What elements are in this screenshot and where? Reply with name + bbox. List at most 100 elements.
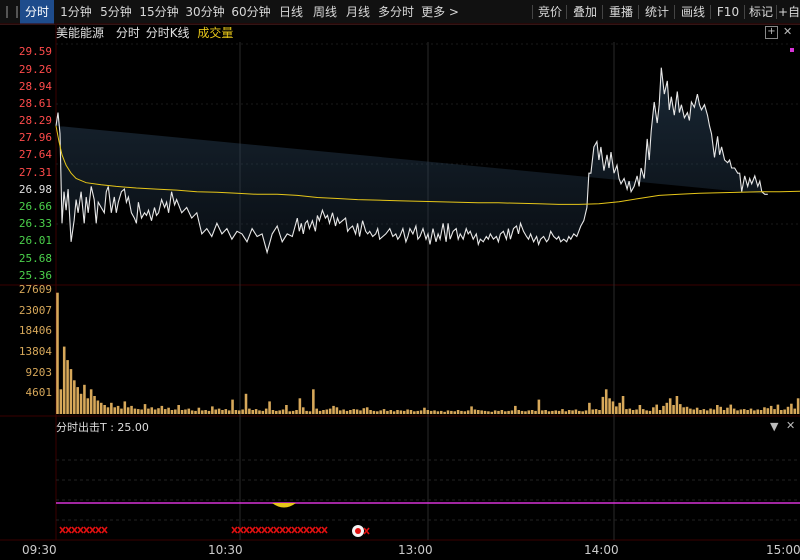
volume-bar — [604, 389, 608, 414]
tool-tab-3[interactable]: 统计 — [644, 5, 669, 19]
close-icon[interactable]: ✕ — [783, 25, 793, 38]
volume-bar — [359, 410, 362, 414]
volume-bar — [96, 400, 100, 414]
volume-bar — [409, 410, 413, 414]
tool-tab-0[interactable]: 竞价 — [537, 5, 562, 19]
tool-tab-7[interactable]: +自 — [778, 5, 800, 19]
menu-handle-icon[interactable] — [0, 0, 20, 24]
indicator-dropdown-icon[interactable]: ▼ — [770, 420, 779, 433]
signal-cross-mark — [297, 526, 304, 534]
volume-bar — [352, 409, 356, 414]
signal-cross-mark — [309, 526, 316, 534]
volume-bar — [544, 410, 547, 414]
indicator-close-icon[interactable]: ✕ — [786, 419, 796, 432]
volume-bar — [668, 398, 672, 414]
tool-tab-2[interactable]: 重播 — [608, 5, 633, 19]
price-tick-label: 28.94 — [18, 79, 52, 93]
volume-bar — [477, 410, 480, 414]
tool-tab-1[interactable]: 叠加 — [572, 5, 597, 19]
period-tab-7[interactable]: 周线 — [312, 5, 337, 19]
volume-bar — [547, 411, 551, 414]
volume-bar — [177, 405, 180, 414]
kline-label[interactable]: 分时K线 — [145, 26, 190, 40]
volume-bar — [379, 410, 382, 414]
volume-bar — [322, 410, 325, 414]
price-tick-label: 25.36 — [18, 268, 52, 282]
volume-bar — [332, 405, 335, 414]
zoom-in-icon[interactable]: + — [765, 26, 778, 39]
volume-bar — [62, 346, 66, 414]
volume-bar — [386, 410, 389, 414]
period-tab-8[interactable]: 月线 — [345, 5, 370, 19]
period-tab-1[interactable]: 1分钟 — [60, 5, 92, 19]
tool-tab-4[interactable]: 画线 — [680, 5, 705, 19]
volume-bar — [510, 410, 514, 414]
volume-bar — [790, 403, 793, 414]
period-tab-3[interactable]: 15分钟 — [139, 5, 179, 19]
volume-bars — [56, 292, 800, 414]
toolbar-separator — [638, 5, 639, 19]
volume-bar — [648, 410, 652, 414]
volume-bar — [692, 409, 696, 414]
period-tab-0[interactable]: 分时 — [20, 0, 54, 24]
mode-label[interactable]: 分时 — [115, 26, 140, 40]
volume-bar — [130, 405, 133, 414]
signal-cross-mark — [261, 526, 268, 534]
volume-bar — [160, 405, 164, 414]
period-tab-10[interactable]: 更多 > — [421, 5, 459, 19]
signal-cross-mark — [315, 526, 322, 534]
period-tab-6[interactable]: 日线 — [278, 5, 303, 19]
indicator-yellow-bump — [272, 503, 296, 508]
period-tab-2[interactable]: 5分钟 — [100, 5, 132, 19]
toolbar-separator — [532, 5, 533, 19]
volume-bar — [275, 410, 278, 414]
volume-bar — [163, 409, 167, 414]
volume-bar — [248, 408, 251, 414]
volume-bar — [699, 410, 702, 414]
volume-bar — [69, 369, 73, 414]
volume-bar — [103, 405, 106, 414]
volume-bar — [66, 360, 69, 414]
volume-bar — [786, 406, 790, 414]
volume-bar — [628, 408, 632, 414]
volume-bar — [251, 410, 255, 414]
volume-label[interactable]: 成交量 — [197, 26, 234, 40]
toolbar-separator — [602, 5, 603, 19]
period-tab-5[interactable]: 60分钟 — [231, 5, 271, 19]
volume-bar — [601, 396, 605, 414]
signal-cross-mark — [291, 526, 298, 534]
volume-bar — [712, 409, 716, 414]
signal-cross-mark — [89, 526, 96, 534]
volume-bar — [365, 407, 369, 414]
price-tick-label: 26.98 — [18, 183, 52, 197]
average-price-line — [55, 125, 800, 205]
volume-bar — [574, 409, 578, 414]
chart-frame — [0, 23, 800, 541]
volume-bar — [517, 410, 520, 414]
volume-bar — [254, 409, 258, 414]
volume-bar — [83, 384, 86, 414]
toolbar-separator — [776, 5, 777, 19]
volume-bar — [702, 409, 706, 414]
period-tab-9[interactable]: 多分时 — [377, 5, 414, 19]
volume-bar — [126, 407, 130, 414]
volume-bar — [497, 410, 500, 414]
volume-bar — [396, 410, 399, 414]
volume-bar — [93, 396, 96, 414]
tool-tab-5[interactable]: F10 — [716, 5, 740, 19]
volume-bar — [635, 409, 638, 414]
volume-bar — [194, 410, 197, 414]
tool-tab-6[interactable]: 标记 — [748, 5, 773, 19]
volume-bar — [726, 407, 729, 414]
volume-bar — [338, 410, 342, 414]
period-tab-4[interactable]: 30分钟 — [185, 5, 225, 19]
volume-bar — [527, 410, 531, 414]
volume-bar — [312, 389, 315, 414]
volume-bar — [271, 410, 275, 414]
volume-bar — [520, 410, 524, 414]
volume-bar — [514, 405, 517, 414]
signal-circle-center — [355, 528, 361, 534]
volume-bar — [621, 396, 625, 414]
volume-bar — [268, 401, 271, 414]
